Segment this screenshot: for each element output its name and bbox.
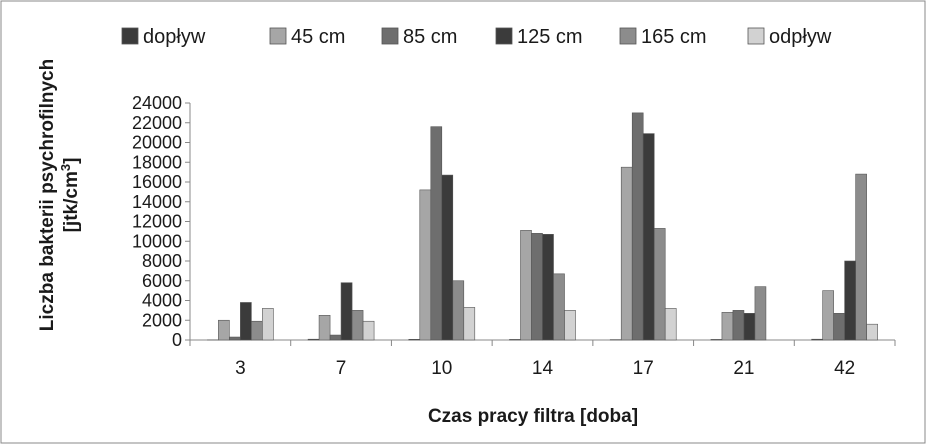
y-tick-label: 24000 (132, 93, 182, 113)
bar-85-cm-14 (531, 233, 543, 341)
x-tick-label: 14 (532, 358, 554, 379)
y-tick-label: 2000 (142, 310, 182, 330)
bar-dopływ-7 (307, 338, 320, 341)
y-tick-label: 14000 (132, 192, 182, 212)
bar-45-cm-14 (520, 230, 532, 341)
y-tick-label: 20000 (132, 133, 182, 153)
legend-label: 125 cm (517, 26, 583, 48)
x-tick-label: 3 (235, 358, 246, 379)
bar-165-cm-7 (351, 310, 364, 341)
bar-165-cm-3 (251, 320, 263, 341)
bar-odpływ-3 (262, 308, 274, 341)
legend-swatch (619, 27, 637, 45)
bar-125-cm-14 (542, 234, 554, 341)
y-tick-label: 0 (172, 330, 182, 350)
bar-odpływ-17 (664, 308, 677, 341)
bar-45-cm-21 (721, 312, 734, 341)
bar-85-cm-17 (631, 112, 644, 341)
legend-swatch (121, 27, 139, 45)
x-axis-title: Czas pracy filtra [doba] (428, 406, 638, 427)
bar-165-cm-42 (855, 173, 867, 341)
y-axis-title-unit-end: ] (61, 158, 82, 164)
y-tick-label: 10000 (132, 231, 182, 251)
bar-dopływ-42 (811, 338, 823, 341)
bar-165-cm-21 (754, 286, 767, 341)
y-tick-label: 22000 (132, 113, 182, 133)
bar-125-cm-10 (441, 174, 454, 341)
bar-odpływ-7 (362, 320, 375, 341)
legend-swatch (747, 27, 765, 45)
y-tick-label: 12000 (132, 212, 182, 232)
y-tick-label: 18000 (132, 152, 182, 172)
legend: dopływ 45 cm 85 cm 125 cm 165 cm odpływ (121, 26, 832, 48)
y-tick-label: 8000 (142, 251, 182, 271)
bars (207, 112, 878, 341)
bar-45-cm-42 (822, 290, 834, 341)
bar-dopływ-14 (509, 339, 521, 341)
y-tick-label: 16000 (132, 172, 182, 192)
legend-label: 45 cm (291, 26, 345, 48)
bar-165-cm-17 (653, 228, 666, 341)
legend-label: 85 cm (403, 26, 457, 48)
bar-odpływ-14 (564, 310, 576, 341)
bar-125-cm-7 (340, 282, 353, 341)
x-tick-label: 17 (633, 358, 654, 379)
legend-label: 165 cm (641, 26, 707, 48)
bar-85-cm-10 (430, 126, 443, 341)
x-axis: 3 7 10 14 17 21 42 (189, 339, 896, 379)
bar-85-cm-42 (833, 313, 845, 341)
y-axis-title-unit-base: [jtk/cm (61, 171, 82, 232)
bar-125-cm-21 (743, 313, 756, 341)
bar-125-cm-42 (844, 260, 856, 341)
bar-odpływ-10 (463, 307, 476, 341)
legend-swatch (495, 27, 513, 45)
x-tick-label: 42 (834, 358, 855, 379)
legend-label: odpływ (769, 26, 832, 48)
x-tick-label: 7 (336, 358, 347, 379)
bar-dopływ-21 (710, 339, 723, 341)
legend-swatch (269, 27, 287, 45)
x-tick-label: 10 (431, 358, 452, 379)
x-tick-label: 21 (733, 358, 754, 379)
bar-odpływ-42 (866, 323, 878, 341)
bar-45-cm-3 (218, 319, 230, 341)
legend-label: dopływ (143, 26, 206, 48)
y-axis-title-line2: [jtk/cm3] (58, 158, 83, 233)
bar-45-cm-17 (620, 166, 633, 341)
legend-swatch (381, 27, 399, 45)
y-tick-label: 6000 (142, 271, 182, 291)
bar-125-cm-3 (240, 302, 252, 341)
bar-45-cm-7 (318, 315, 331, 341)
y-axis: 0200040006000800010000120001400016000180… (132, 93, 191, 350)
bar-dopływ-10 (408, 339, 421, 341)
bar-165-cm-14 (553, 273, 565, 341)
y-tick-label: 4000 (142, 291, 182, 311)
bar-85-cm-3 (229, 336, 241, 341)
bar-85-cm-7 (329, 334, 342, 341)
bar-165-cm-10 (452, 280, 465, 341)
y-axis-title-unit-sup: 3 (58, 164, 73, 171)
bar-45-cm-10 (419, 189, 432, 341)
bar-125-cm-17 (642, 133, 655, 341)
bar-85-cm-21 (732, 310, 745, 341)
y-axis-title-line1: Liczba bakterii psychrofilnych (37, 59, 58, 331)
